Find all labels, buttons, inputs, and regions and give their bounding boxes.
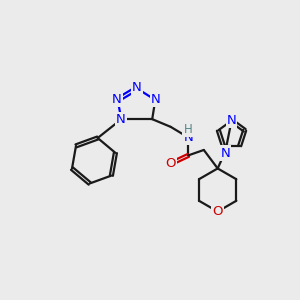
Text: O: O [212, 205, 223, 218]
Text: N: N [184, 131, 193, 144]
Text: N: N [226, 114, 236, 127]
Text: N: N [151, 93, 161, 106]
Text: O: O [165, 157, 176, 169]
Text: N: N [116, 113, 125, 126]
Text: N: N [132, 81, 142, 94]
Text: N: N [220, 146, 230, 160]
Text: N: N [112, 93, 122, 106]
Text: H: H [184, 123, 193, 136]
